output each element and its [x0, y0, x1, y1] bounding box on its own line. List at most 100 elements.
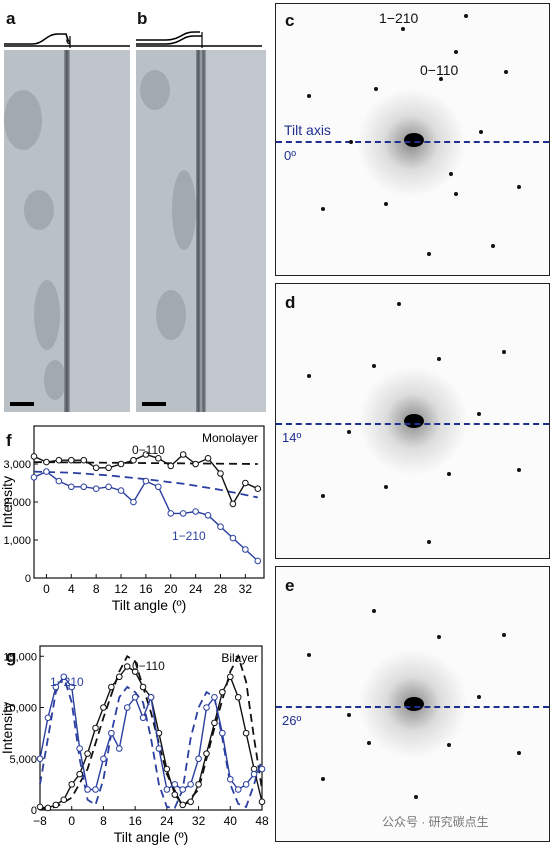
data-point: [142, 451, 150, 458]
x-tick-label: 48: [255, 814, 269, 828]
data-point: [115, 745, 123, 752]
x-tick-label: 0: [68, 814, 75, 828]
data-point: [179, 510, 187, 517]
tilt-angle-e: 26º: [282, 713, 302, 728]
data-point: [171, 781, 179, 788]
chart-monolayer: 0 4 8 12 16 20 24 28 32 0 1,000 2,000 3,000 Tilt angl…: [0, 425, 265, 613]
data-point: [80, 456, 88, 464]
data-point: [68, 683, 76, 691]
data-point: [204, 512, 212, 519]
series-label: 0−110: [132, 443, 165, 457]
x-tick-label: 40: [224, 814, 238, 828]
tilt-axis-line-c: [276, 141, 549, 143]
data-point: [242, 781, 250, 788]
tilt-axis-line-e: [276, 706, 549, 708]
data-point: [155, 483, 162, 491]
data-point: [139, 683, 147, 691]
x-tick-label: 24: [189, 582, 203, 596]
data-point: [258, 765, 266, 773]
x-tick-label: 20: [164, 582, 178, 596]
data-point: [52, 801, 60, 809]
data-point: [171, 791, 179, 798]
diffraction-pattern-c: c 1−210 0−110 Tilt axis 0º: [275, 3, 550, 276]
series-label: 0−110: [132, 659, 165, 673]
data-point: [254, 557, 262, 565]
model-line-0: [33, 461, 258, 465]
data-point: [84, 786, 91, 793]
data-point: [67, 456, 75, 464]
data-point: [254, 485, 262, 492]
data-point: [117, 487, 125, 494]
data-point: [229, 534, 237, 542]
data-point: [43, 468, 50, 475]
data-point: [84, 750, 91, 757]
tem-image-b: [136, 50, 266, 412]
data-point: [131, 693, 139, 701]
scale-bar-a: [10, 402, 34, 406]
data-point: [211, 693, 218, 701]
data-point: [192, 508, 199, 515]
x-axis-label: Tilt angle (º): [114, 829, 189, 845]
spot-label-0-110: 0−110: [420, 62, 459, 78]
series-label: 1−210: [172, 529, 206, 543]
data-point: [76, 745, 83, 752]
y-tick-label: 1,000: [3, 535, 31, 547]
data-point: [155, 455, 162, 462]
data-point: [108, 729, 115, 737]
data-point: [80, 483, 88, 491]
data-point: [242, 546, 249, 553]
data-point: [139, 714, 147, 722]
x-axis-label: Tilt angle (º): [112, 597, 187, 613]
data-point: [155, 745, 163, 752]
data-point: [131, 668, 139, 675]
data-point: [234, 693, 242, 701]
x-tick-label: 0: [43, 582, 50, 596]
panel-label-e: e: [285, 576, 295, 595]
chart-title: Monolayer: [202, 431, 258, 445]
plot-frame: [39, 645, 263, 811]
data-point: [217, 470, 224, 477]
folded-edge-a: [64, 50, 70, 412]
y-tick-label: 5,000: [9, 754, 37, 766]
y-tick-label: 0: [31, 805, 37, 817]
y-axis-label: Intensity: [0, 476, 15, 528]
tilt-axis-line-d: [276, 423, 549, 425]
data-point: [234, 786, 242, 793]
series-label: 1−210: [50, 675, 84, 689]
data-point: [217, 523, 224, 530]
data-point: [258, 798, 266, 806]
x-tick-label: −8: [33, 814, 47, 828]
y-tick-label: 2,000: [3, 497, 31, 509]
data-point: [179, 801, 187, 809]
tilt-axis-label: Tilt axis: [284, 122, 331, 138]
model-line-1: [33, 470, 258, 499]
data-point: [100, 704, 107, 711]
y-tick-label: 15,000: [3, 651, 37, 663]
scale-bar-b: [142, 402, 166, 406]
diffraction-pattern-d: d 14º: [275, 283, 550, 559]
data-point: [167, 510, 175, 517]
x-tick-label: 28: [214, 582, 228, 596]
panel-label-d: d: [285, 293, 296, 312]
data-point: [203, 704, 210, 711]
data-point: [76, 770, 83, 778]
data-point: [204, 455, 212, 462]
data-point: [167, 462, 175, 470]
data-point: [67, 483, 75, 491]
x-tick-label: 24: [160, 814, 174, 828]
data-point: [92, 724, 99, 732]
data-point: [179, 786, 187, 793]
data-point: [211, 719, 218, 727]
spot-label-1-210: 1−210: [379, 10, 419, 26]
tilt-angle-d: 14º: [282, 430, 302, 445]
data-point: [108, 683, 115, 691]
data-point: [55, 477, 63, 485]
data-point: [44, 714, 52, 722]
data-point: [43, 458, 50, 466]
panel-label-b: b: [137, 9, 148, 28]
data-point: [130, 498, 137, 506]
folded-edge-b: [196, 50, 206, 412]
data-point: [92, 464, 100, 472]
tilt-angle-c: 0º: [284, 148, 296, 163]
